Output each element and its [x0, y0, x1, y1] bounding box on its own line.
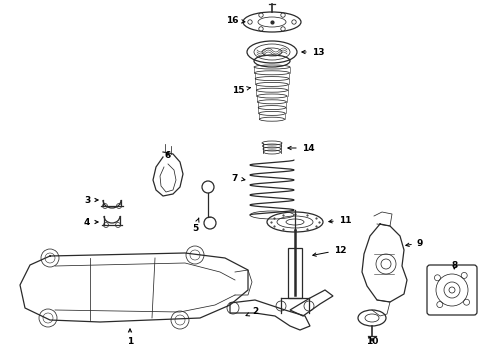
Text: 11: 11 — [329, 216, 351, 225]
Bar — [288, 248, 302, 298]
Text: 6: 6 — [165, 150, 171, 159]
Text: 14: 14 — [288, 144, 314, 153]
Text: 12: 12 — [313, 246, 346, 256]
Text: 1: 1 — [127, 329, 133, 346]
Text: 9: 9 — [406, 239, 423, 248]
Text: 8: 8 — [452, 261, 458, 270]
Text: 15: 15 — [232, 86, 250, 95]
Text: 4: 4 — [84, 217, 98, 226]
Text: 13: 13 — [302, 48, 324, 57]
Text: 3: 3 — [84, 195, 98, 204]
Text: 5: 5 — [192, 218, 199, 233]
Text: 16: 16 — [226, 15, 245, 24]
Text: 10: 10 — [366, 338, 378, 346]
Text: 7: 7 — [232, 174, 245, 183]
Text: 2: 2 — [246, 307, 258, 316]
